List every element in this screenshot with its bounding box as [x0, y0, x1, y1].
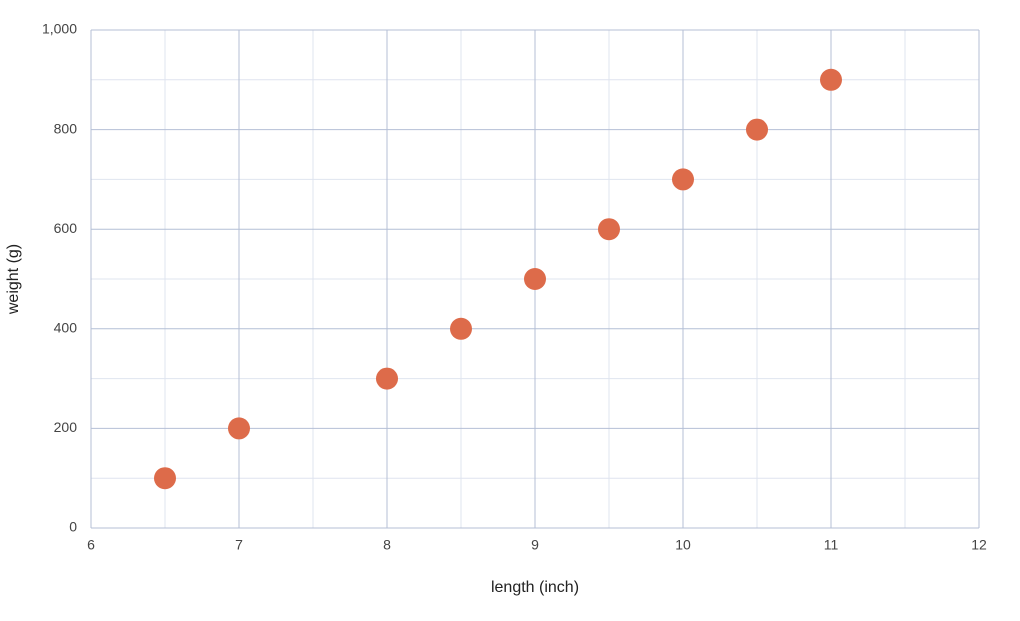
point	[228, 417, 250, 440]
point	[524, 268, 546, 290]
point	[746, 118, 768, 141]
point	[672, 168, 694, 191]
x-tick-label: 9	[531, 537, 539, 553]
y-tick-label: 600	[54, 220, 78, 236]
y-tick-label: 0	[69, 519, 77, 535]
point	[450, 317, 472, 340]
point	[376, 367, 398, 390]
y-axis-title: weight (g)	[5, 244, 22, 315]
x-axis-title: length (inch)	[491, 579, 579, 596]
x-tick-label: 6	[87, 537, 95, 553]
x-tick-label: 8	[383, 537, 391, 553]
x-tick-label: 10	[675, 537, 691, 553]
point	[598, 218, 620, 241]
x-tick-label: 7	[235, 537, 243, 553]
y-tick-label: 800	[54, 120, 78, 136]
y-tick-label: 400	[54, 320, 78, 336]
x-tick-label: 11	[824, 537, 839, 553]
point	[820, 68, 842, 91]
x-tick-label: 12	[971, 537, 987, 553]
y-tick-label: 1,000	[42, 21, 77, 37]
point	[154, 467, 176, 490]
y-tick-label: 200	[54, 419, 78, 435]
